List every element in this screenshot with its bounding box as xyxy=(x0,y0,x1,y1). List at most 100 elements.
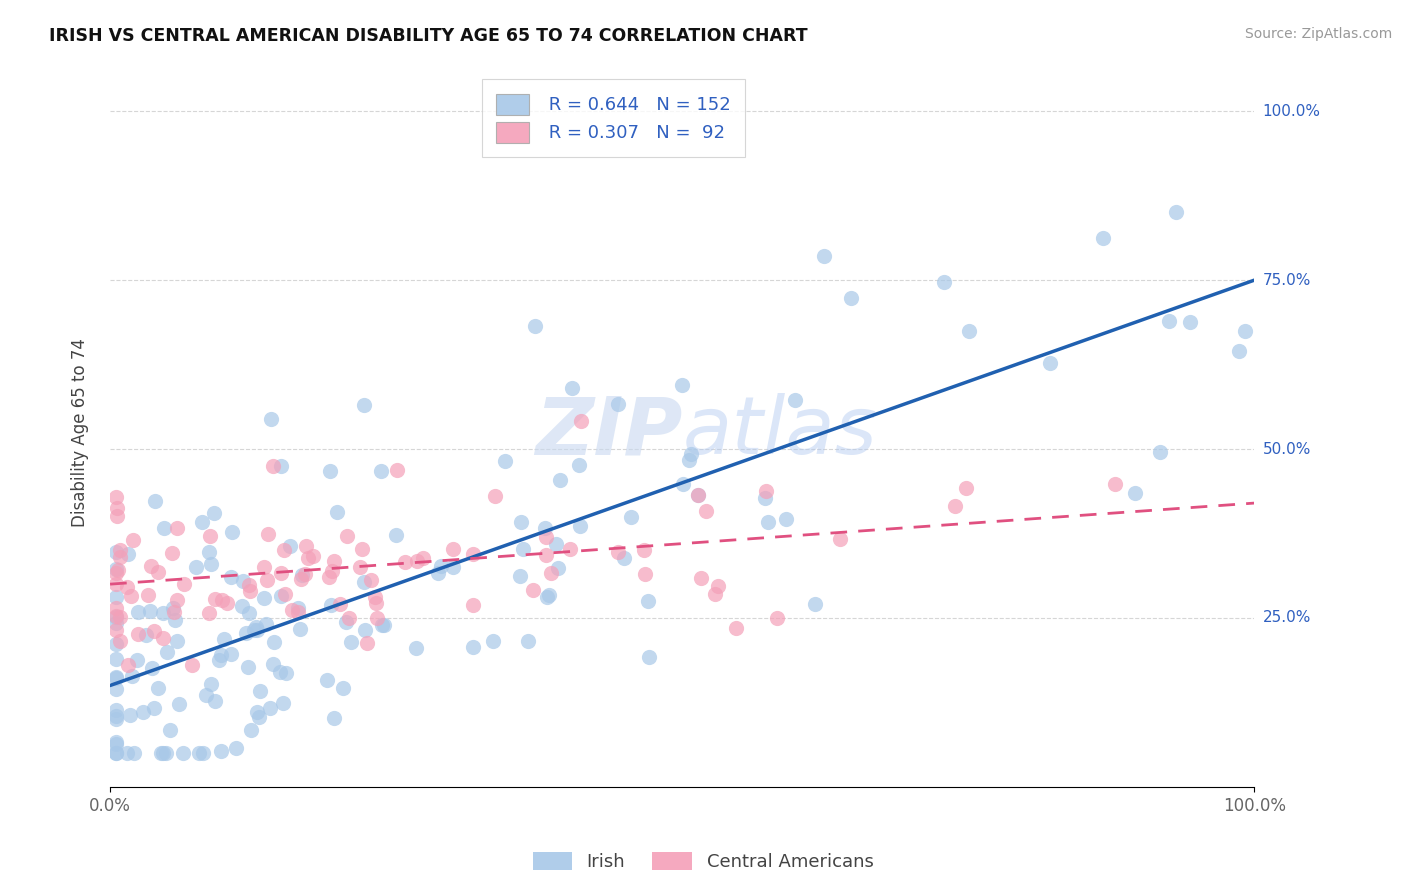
Point xyxy=(235,625,257,640)
Point xyxy=(932,275,955,289)
Point xyxy=(260,411,283,425)
Point xyxy=(121,668,143,682)
Point xyxy=(118,707,141,722)
Point xyxy=(152,606,174,620)
Point xyxy=(184,560,207,574)
Point xyxy=(167,697,190,711)
Point xyxy=(239,723,262,737)
Point xyxy=(156,645,179,659)
Point xyxy=(671,378,693,392)
Point xyxy=(536,591,558,605)
Point xyxy=(104,734,127,748)
Point xyxy=(620,510,643,524)
Point xyxy=(257,527,280,541)
Point xyxy=(441,559,464,574)
Point xyxy=(281,603,304,617)
Point xyxy=(259,701,281,715)
Point xyxy=(104,544,127,558)
Point xyxy=(291,567,314,582)
Point xyxy=(955,481,977,495)
Point xyxy=(243,623,266,637)
Point xyxy=(104,746,127,760)
Point xyxy=(1125,486,1147,500)
Y-axis label: Disability Age 65 to 74: Disability Age 65 to 74 xyxy=(72,338,89,526)
Point xyxy=(270,458,292,473)
Point xyxy=(430,559,453,574)
Point xyxy=(278,539,301,553)
Point xyxy=(105,500,128,515)
Point xyxy=(754,491,776,505)
Point xyxy=(295,539,318,553)
Point xyxy=(290,622,312,636)
Point xyxy=(105,576,128,591)
Text: 25.0%: 25.0% xyxy=(1263,610,1310,625)
Point xyxy=(104,591,127,605)
Point xyxy=(336,529,359,543)
Point xyxy=(634,567,657,582)
Point xyxy=(200,558,222,572)
Point xyxy=(142,624,165,638)
Point xyxy=(246,623,269,637)
Point xyxy=(547,561,569,575)
Point xyxy=(672,476,695,491)
Point xyxy=(120,590,142,604)
Point xyxy=(1039,356,1062,370)
Point xyxy=(540,566,562,580)
Point xyxy=(104,562,127,576)
Point xyxy=(461,598,484,612)
Point xyxy=(187,746,209,760)
Point xyxy=(208,653,231,667)
Point xyxy=(360,574,382,588)
Point xyxy=(125,652,148,666)
Point xyxy=(318,570,340,584)
Point xyxy=(533,521,555,535)
Point xyxy=(1166,205,1188,219)
Point xyxy=(406,554,429,568)
Point xyxy=(484,489,506,503)
Point xyxy=(707,579,730,593)
Point xyxy=(254,617,277,632)
Point xyxy=(544,537,567,551)
Point xyxy=(122,533,145,548)
Point xyxy=(354,623,377,637)
Point xyxy=(290,572,312,586)
Point xyxy=(558,541,581,556)
Point xyxy=(1149,444,1171,458)
Point xyxy=(322,711,344,725)
Point xyxy=(353,574,375,589)
Point xyxy=(332,681,354,695)
Point xyxy=(370,464,392,478)
Point xyxy=(204,592,226,607)
Point xyxy=(441,541,464,556)
Point xyxy=(766,611,789,625)
Point xyxy=(104,671,127,685)
Point xyxy=(159,723,181,737)
Point xyxy=(104,670,127,684)
Point xyxy=(139,604,162,618)
Point xyxy=(569,519,592,533)
Point xyxy=(143,493,166,508)
Point xyxy=(245,620,267,634)
Point xyxy=(755,484,778,499)
Point xyxy=(813,249,835,263)
Point xyxy=(262,458,284,473)
Point xyxy=(117,548,139,562)
Point xyxy=(117,658,139,673)
Point xyxy=(1227,344,1250,359)
Point xyxy=(353,398,375,412)
Point xyxy=(319,464,342,478)
Point xyxy=(273,543,295,558)
Point xyxy=(270,589,292,603)
Point xyxy=(686,488,709,502)
Point xyxy=(756,515,779,529)
Point xyxy=(139,558,162,573)
Point xyxy=(127,605,149,619)
Point xyxy=(725,621,748,635)
Point xyxy=(637,594,659,608)
Text: Source: ZipAtlas.com: Source: ZipAtlas.com xyxy=(1244,27,1392,41)
Point xyxy=(209,743,232,757)
Point xyxy=(219,647,242,661)
Point xyxy=(104,609,127,624)
Point xyxy=(329,597,352,611)
Point xyxy=(152,631,174,645)
